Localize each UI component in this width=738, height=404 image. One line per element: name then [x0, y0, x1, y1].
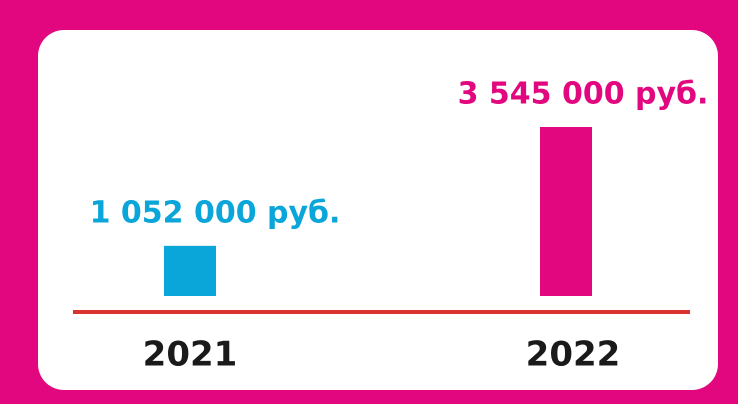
- bar: [164, 245, 216, 296]
- category-label: 2021: [143, 335, 238, 375]
- value-label: 1 052 000 руб.: [90, 195, 341, 230]
- value-label: 3 545 000 руб.: [458, 77, 709, 112]
- panel: [38, 30, 718, 390]
- category-label: 2022: [526, 335, 621, 375]
- bar: [540, 127, 592, 296]
